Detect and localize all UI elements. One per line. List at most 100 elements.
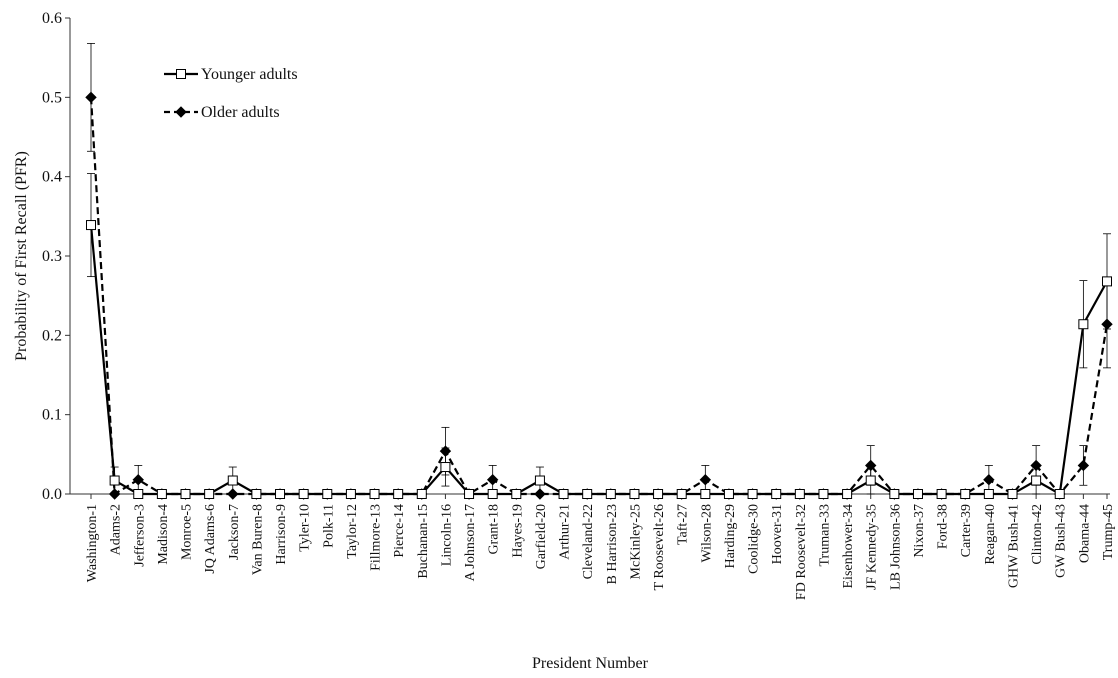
data-point <box>960 489 971 499</box>
data-point <box>298 489 309 499</box>
data-point <box>534 475 545 486</box>
data-point <box>699 474 712 486</box>
x-tick-label: Hayes-19 <box>510 504 525 558</box>
data-point <box>227 475 238 486</box>
data-point <box>251 489 262 499</box>
x-tick-label: T Roosevelt-26 <box>652 504 667 590</box>
data-point <box>133 489 144 499</box>
x-tick-label: Lincoln-16 <box>439 504 454 566</box>
y-axis-ticks: 0.0 0.1 0.2 0.3 0.4 0.5 0.6 <box>42 10 70 503</box>
data-point <box>629 489 640 499</box>
data-point <box>818 489 829 499</box>
x-tick-label: Garfield-20 <box>534 504 549 569</box>
y-axis-title: Probability of First Recall (PFR) <box>13 151 30 361</box>
x-tick-label: Nixon-37 <box>912 504 927 558</box>
data-point <box>983 489 994 499</box>
x-tick-label: Truman-33 <box>817 504 832 567</box>
x-tick-label: Reagan-40 <box>983 504 998 565</box>
x-tick-label: Wilson-28 <box>699 504 714 563</box>
data-point <box>1078 319 1089 330</box>
data-point <box>322 489 333 499</box>
x-tick-label: Harding-29 <box>723 504 738 569</box>
x-tick-label: GHW Bush-41 <box>1006 504 1021 588</box>
x-tick-label: FD Roosevelt-32 <box>794 504 809 600</box>
data-point <box>936 489 947 499</box>
legend-diamond-marker <box>175 106 187 118</box>
data-point <box>109 475 120 486</box>
data-point <box>983 474 995 486</box>
data-point <box>700 489 711 499</box>
series-line <box>89 224 1108 496</box>
data-point <box>393 489 404 499</box>
x-tick-label: Pierce-14 <box>392 504 407 558</box>
x-tick-label: Cleveland-22 <box>581 504 596 579</box>
data-point <box>1007 489 1018 499</box>
x-tick-label: Monroe-5 <box>180 504 195 560</box>
y-tick-label: 0.0 <box>42 486 62 503</box>
series-line <box>89 97 1109 496</box>
data-point <box>345 489 356 499</box>
data-point <box>889 489 900 499</box>
x-axis-title: President Number <box>532 655 649 672</box>
axes <box>69 18 1110 495</box>
data-point <box>558 489 569 499</box>
x-tick-label: GW Bush-43 <box>1054 504 1069 578</box>
data-point <box>653 489 664 499</box>
y-tick-label: 0.5 <box>42 89 62 106</box>
data-point <box>747 489 758 499</box>
x-axis-ticks: Washington-1 Adams-2 Jefferson-3 Madison-4 M… <box>85 494 1116 600</box>
x-tick-label: Taylor-12 <box>345 504 360 559</box>
x-tick-label: Washington-1 <box>85 504 100 582</box>
data-point <box>865 475 876 486</box>
y-tick-label: 0.1 <box>42 407 62 424</box>
y-tick-label: 0.4 <box>42 169 62 186</box>
y-tick-label: 0.6 <box>42 10 62 27</box>
x-tick-label: Grant-18 <box>487 504 502 555</box>
legend-label: Older adults <box>201 104 280 121</box>
x-tick-label: A Johnson-17 <box>463 504 478 581</box>
data-point <box>440 462 451 473</box>
data-point <box>912 489 923 499</box>
x-tick-label: Van Buren-8 <box>250 504 265 575</box>
data-point <box>416 489 427 499</box>
x-tick-label: Polk-11 <box>321 504 336 548</box>
data-point <box>204 489 215 499</box>
data-point <box>156 489 167 499</box>
x-tick-label: Jefferson-3 <box>132 504 147 567</box>
data-point <box>1077 459 1090 472</box>
x-tick-label: Tyler-10 <box>298 504 313 552</box>
data-point <box>723 489 734 499</box>
x-tick-label: Clinton-42 <box>1030 504 1045 565</box>
x-tick-label: Madison-4 <box>156 504 171 565</box>
data-point <box>85 91 97 104</box>
data-point <box>275 489 286 499</box>
y-tick-label: 0.2 <box>42 327 62 344</box>
x-tick-label: Trump-45 <box>1101 504 1116 560</box>
x-tick-label: B Harrison-23 <box>605 504 620 585</box>
x-tick-label: Carter-39 <box>959 504 974 557</box>
x-tick-label: Coolidge-30 <box>747 504 762 574</box>
data-point <box>771 489 782 499</box>
data-point <box>1054 489 1065 499</box>
x-tick-label: LB Johnson-36 <box>888 504 903 590</box>
data-point <box>180 489 191 499</box>
y-tick-label: 0.3 <box>42 248 62 265</box>
data-point <box>132 474 144 486</box>
data-point <box>1102 276 1112 287</box>
data-point <box>676 489 687 499</box>
x-tick-label: Arthur-21 <box>558 504 573 560</box>
legend-square-marker <box>176 69 186 79</box>
x-tick-label: McKinley-25 <box>628 504 643 579</box>
x-tick-label: Harrison-9 <box>274 504 289 565</box>
x-tick-label: Jackson-7 <box>227 504 242 560</box>
data-point <box>605 489 616 499</box>
series-layer <box>85 42 1113 500</box>
data-point <box>369 489 380 499</box>
data-point <box>842 489 853 499</box>
data-point <box>487 489 498 499</box>
legend-entry: Younger adults <box>164 66 298 83</box>
x-tick-label: Adams-2 <box>109 504 124 555</box>
x-tick-label: Obama-44 <box>1077 504 1092 563</box>
data-point <box>511 489 522 499</box>
x-tick-label: Fillmore-13 <box>369 504 384 571</box>
